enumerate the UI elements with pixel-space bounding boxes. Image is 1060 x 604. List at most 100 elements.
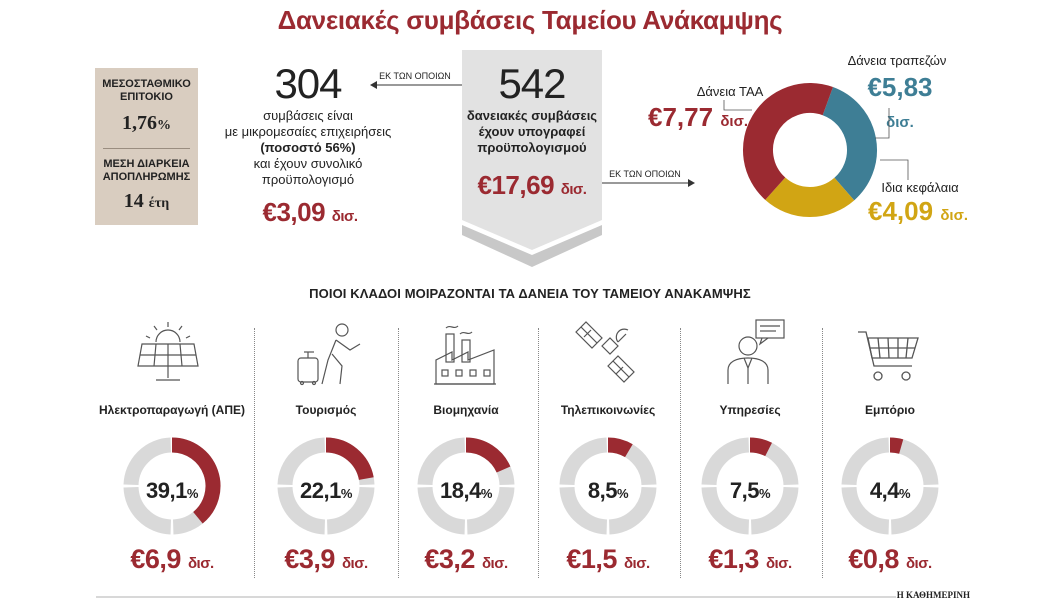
branch-amount: €3,9 δισ. — [256, 544, 396, 575]
total-amount: €17,69 — [477, 170, 555, 200]
duration-value-line: 14 έτη — [95, 190, 198, 213]
traveler-icon — [297, 323, 361, 386]
branch-share-arc — [465, 437, 511, 473]
branch-share-arc — [325, 437, 374, 481]
branch-amount-unit: δισ. — [341, 555, 368, 572]
rrf-loans-value: €7,77 — [648, 102, 714, 132]
branch-amount-unit: δισ. — [765, 555, 792, 572]
rate-unit: % — [157, 118, 171, 133]
equity-label: Ιδια κεφάλαια — [881, 180, 959, 195]
total-text: δανειακές συμβάσεις έχουν υπογραφεί προϋ… — [462, 108, 602, 156]
branch-percent: 7,5% — [705, 478, 795, 504]
branch-percent-value: 8,5 — [587, 478, 618, 503]
sme-text-3: (ποσοστό 56%) — [260, 140, 356, 155]
bank-loans-label: Δάνεια τραπεζών — [847, 53, 947, 68]
equity-value-line: €4,09 δισ. — [868, 196, 968, 227]
branch-percent-value: 22,1 — [300, 478, 341, 503]
bank-loans-leader — [875, 108, 890, 139]
bank-loans-value-line: €5,83 δισ. — [855, 72, 945, 134]
branch-percent-unit: % — [340, 486, 353, 501]
section-title: ΠΟΙΟΙ ΚΛΑΔΟΙ ΜΟΙΡΑΖΟΝΤΑΙ ΤΑ ΔΑΝΕΙΑ ΤΟΥ Τ… — [309, 286, 751, 301]
info-divider — [103, 148, 190, 149]
branch-percent-value: 4,4 — [869, 478, 900, 503]
branch-label: Τηλεπικοινωνίες — [560, 403, 656, 417]
branch-amount-value: €1,5 — [566, 544, 617, 574]
duration-label: ΜΕΣΗ ΔΙΑΡΚΕΙΑ ΑΠΟΠΛΗΡΩΜΗΣ — [102, 158, 191, 183]
total-connector: ΕΚ ΤΩΝ ΟΠΟΙΩΝ — [609, 169, 681, 179]
sme-text-2: με μικρομεσαίες επιχειρήσεις — [224, 124, 392, 139]
branch-amount: €3,2 δισ. — [396, 544, 536, 575]
sme-connector: ΕΚ ΤΩΝ ΟΠΟΙΩΝ — [379, 71, 451, 81]
funding-slice — [821, 87, 877, 201]
branch-amount: €6,9 δισ. — [102, 544, 242, 575]
total-count: 542 — [498, 60, 566, 107]
branch-percent-value: 7,5 — [729, 478, 760, 503]
branch-percent: 4,4% — [845, 478, 935, 504]
branch-percent-unit: % — [480, 486, 493, 501]
branch-label: Τουρισμός — [295, 403, 357, 417]
total-amount-unit: δισ. — [560, 181, 587, 198]
sme-amount-line: €3,09 δισ. — [230, 197, 390, 228]
branch-share-arc — [607, 437, 633, 458]
branch-percent: 8,5% — [563, 478, 653, 504]
funding-slice — [743, 83, 833, 200]
column-divider — [538, 328, 539, 578]
branch-amount-value: €3,9 — [284, 544, 335, 574]
branch-amount: €1,3 δισ. — [680, 544, 820, 575]
duration-unit: έτη — [148, 196, 170, 211]
total-amount-line: €17,69 δισ. — [462, 170, 602, 201]
funding-donut — [743, 83, 877, 217]
branch-amount-value: €0,8 — [848, 544, 899, 574]
total-chevron — [462, 50, 602, 267]
branch-label: Βιομηχανία — [433, 403, 499, 417]
total-text-3: προϋπολογισμού — [477, 140, 587, 155]
solar-panel-icon — [137, 322, 199, 381]
rate-label: ΜΕΣΟΣΤΑΘΜΙΚΟ ΕΠΙΤΟΚΙΟ — [102, 78, 191, 103]
equity-unit: δισ. — [940, 207, 969, 224]
factory-icon — [434, 325, 496, 385]
total-arrow — [602, 179, 695, 187]
rrf-loans-value-line: €7,77 δισ. — [648, 102, 748, 133]
total-text-2: έχουν υπογραφεί — [478, 124, 586, 139]
shopping-cart-icon — [858, 331, 919, 381]
branch-amount-value: €3,2 — [424, 544, 475, 574]
page-title: Δανειακές συμβάσεις Ταμείου Ανάκαμψης — [277, 5, 783, 35]
sme-text-1: συμβάσεις είναι — [263, 108, 353, 123]
info-box: ΜΕΣΟΣΤΑΘΜΙΚΟ ΕΠΙΤΟΚΙΟ 1,76% ΜΕΣΗ ΔΙΑΡΚΕΙ… — [95, 68, 198, 225]
equity-leader — [880, 159, 909, 180]
sme-amount: €3,09 — [262, 197, 326, 227]
branch-amount-unit: δισ. — [187, 555, 214, 572]
branch-amount-unit: δισ. — [905, 555, 932, 572]
rrf-loans-unit: δισ. — [720, 113, 749, 130]
rate-value-line: 1,76% — [95, 112, 198, 135]
branch-share-arc — [889, 437, 904, 454]
branch-amount: €0,8 δισ. — [820, 544, 960, 575]
footer-credit: Η ΚΑΘΗΜΕΡΙΝΗ — [896, 590, 970, 600]
branch-percent-unit: % — [759, 486, 771, 501]
column-divider — [680, 328, 681, 578]
bank-loans-unit: δισ. — [886, 114, 914, 131]
sme-arrow — [370, 81, 468, 89]
branch-label: Εμπόριο — [865, 403, 915, 417]
branch-label: Υπηρεσίες — [719, 403, 781, 417]
branch-amount-value: €6,9 — [130, 544, 181, 574]
duration-value: 14 — [123, 190, 144, 212]
column-divider — [398, 328, 399, 578]
sme-text: συμβάσεις είναι με μικρομεσαίες επιχειρή… — [213, 108, 403, 188]
bank-loans-value: €5,83 — [867, 72, 933, 102]
branch-amount-unit: δισ. — [481, 555, 508, 572]
rrf-loans-leader — [723, 100, 752, 111]
branch-percent-unit: % — [899, 486, 911, 501]
satellite-icon — [575, 321, 635, 383]
consultant-icon — [727, 319, 785, 384]
footer-rule — [96, 596, 896, 598]
branch-percent-value: 39,1 — [146, 478, 187, 503]
column-divider — [822, 328, 823, 578]
rrf-loans-label: Δάνεια ΤΑΑ — [696, 84, 764, 99]
branch-percent-value: 18,4 — [440, 478, 481, 503]
branch-amount-unit: δισ. — [623, 555, 650, 572]
equity-value: €4,09 — [868, 196, 934, 226]
branch-percent: 18,4% — [421, 478, 511, 504]
sme-amount-unit: δισ. — [331, 208, 358, 225]
branch-amount-value: €1,3 — [708, 544, 759, 574]
